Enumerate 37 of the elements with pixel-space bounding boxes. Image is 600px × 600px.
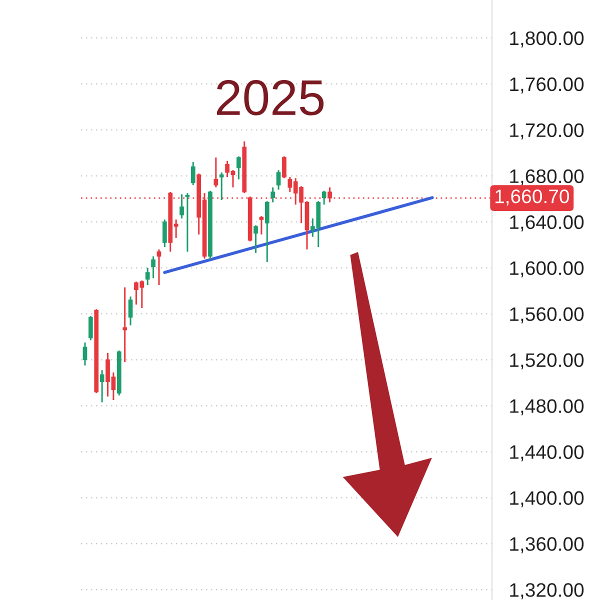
candlestick [88,315,93,341]
y-tick-label: 1,640.00 [510,215,584,232]
candlestick [151,256,156,279]
candlestick [264,200,270,263]
y-tick-label: 1,400.00 [510,491,584,508]
candlestick [122,286,128,363]
y-tick-label: 1,800.00 [510,31,584,48]
text: 2025 [216,80,324,116]
ref-line-label: 1,660.70 [496,189,569,206]
y-tick-label: 1,520.00 [510,353,584,370]
y-tick-label: 1,360.00 [510,537,584,554]
candlestick [322,190,326,206]
y-tick-label: 1,440.00 [510,445,584,462]
y-tick-label: 1,320.00 [510,583,584,600]
candlestick [254,224,258,254]
candlestick [219,172,224,201]
candlestick [145,267,150,286]
y-tick-label: 1,720.00 [510,123,584,140]
candlestick [128,296,133,326]
candlestick [270,186,276,204]
candlestick [82,342,88,366]
candlestick [282,156,286,179]
candlestick [259,215,264,236]
candlestick [236,156,241,180]
y-tick-label: 1,480.00 [510,399,584,416]
candlestick [276,169,281,190]
candlestick [162,218,167,248]
candlestick [190,161,196,186]
candlestick [100,369,104,404]
candlestick [328,186,332,204]
candlestick [180,193,184,220]
y-tick-label: 1,760.00 [510,77,584,94]
candlestick [214,156,218,188]
y-tick-label: 1,600.00 [510,261,584,278]
y-tick-label: 1,680.00 [510,169,584,186]
y-tick-label: 1,560.00 [510,307,584,324]
candlestick [185,192,190,252]
